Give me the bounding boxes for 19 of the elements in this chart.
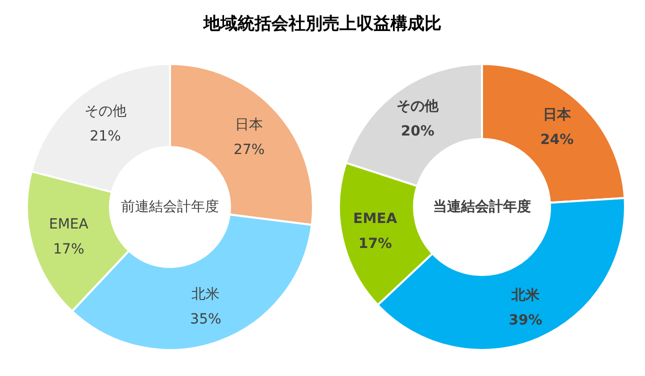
slice-label: 日本 — [542, 107, 572, 124]
slice-label: その他 — [84, 104, 126, 120]
slice-label: EMEA — [49, 216, 89, 232]
slice-label: 日本 — [235, 117, 264, 134]
data-label: 39% — [508, 312, 542, 328]
data-label: 17% — [358, 236, 392, 252]
chart-title: 地域統括会社別売上収益構成比 — [202, 14, 442, 34]
data-label: 24% — [540, 132, 574, 148]
data-label: 17% — [53, 241, 84, 258]
slice-label: その他 — [396, 98, 440, 114]
text: 前連結会計年度 — [121, 199, 219, 215]
slice-label: 北米 — [510, 287, 540, 304]
text: 当連結会計年度 — [433, 198, 531, 215]
data-label: 35% — [190, 311, 222, 328]
data-label: 20% — [400, 123, 434, 140]
data-label: 27% — [234, 142, 265, 158]
slice-label: 北米 — [192, 286, 220, 302]
data-label: 21% — [90, 128, 121, 145]
slice-label: EMEA — [353, 210, 398, 227]
